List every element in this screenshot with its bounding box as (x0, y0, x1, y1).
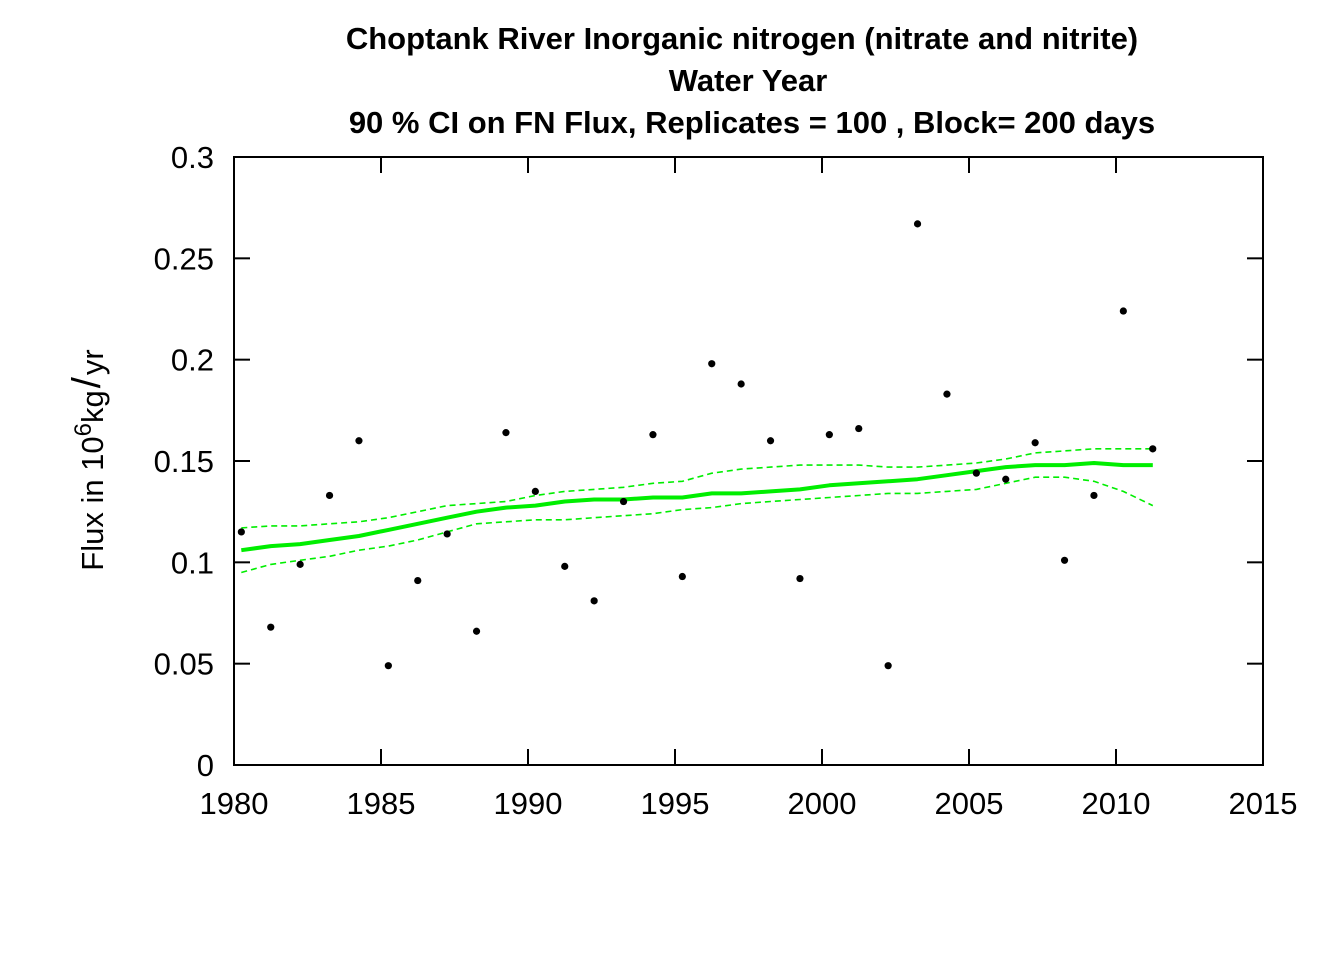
data-point-26 (1002, 475, 1010, 483)
data-point-17 (737, 380, 745, 388)
data-point-28 (1060, 556, 1069, 564)
data-point-24 (943, 390, 951, 398)
data-point-18 (766, 437, 775, 445)
data-point-31 (1149, 445, 1157, 453)
flux-line (241, 461, 1153, 553)
y-tick-label-6: 0.3 (171, 140, 214, 175)
data-point-27 (1031, 439, 1039, 447)
y-tick-label-4: 0.2 (171, 343, 214, 378)
plot-area: 1980 1985 1990 1995 2000 2005 2010 2015 0 0.05 0.1… (154, 140, 1298, 821)
y-tick-label-2: 0.1 (171, 545, 214, 580)
data-point-8 (472, 627, 481, 635)
data-point-0 (237, 528, 245, 536)
data-point-14 (649, 431, 657, 439)
data-point-25 (972, 469, 980, 477)
x-tick-label-3: 1995 (641, 786, 710, 821)
chart-title-line-3: 90 % CI on FN Flux, Replicates = 100 , B… (349, 105, 1155, 140)
data-point-19 (796, 574, 804, 583)
chart-title-line-2: Water Year (669, 63, 828, 98)
y-axis-label-unit: yr (75, 349, 110, 375)
ci-line-1 (241, 447, 1153, 529)
data-point-2 (296, 560, 304, 568)
x-tick-label-2: 1990 (494, 786, 563, 821)
data-point-15 (678, 572, 686, 581)
data-point-1 (267, 623, 275, 631)
data-point-23 (913, 220, 922, 228)
x-tick-label-6: 2010 (1082, 786, 1151, 821)
data-point-13 (619, 497, 628, 506)
data-point-16 (708, 360, 716, 368)
data-point-5 (384, 662, 392, 670)
data-point-22 (884, 662, 892, 670)
y-axis-label-exponent: 6 (70, 423, 97, 436)
x-tick-label-0: 1980 (200, 786, 269, 821)
chart-title-line-1: Choptank River Inorganic nitrogen (nitra… (346, 21, 1138, 56)
y-axis-label-prefix: Flux in 10 (75, 436, 110, 570)
y-tick-label-1: 0.05 (154, 647, 214, 682)
y-axis-label: Flux in 106kg /yr (65, 349, 110, 570)
data-point-29 (1090, 491, 1098, 500)
y-axis-label-mass: kg (75, 390, 110, 423)
data-point-11 (561, 562, 569, 570)
x-tick-label-1: 1985 (347, 786, 416, 821)
data-point-7 (443, 530, 451, 538)
y-axis-label-slash: / (65, 376, 109, 388)
data-point-9 (502, 429, 510, 437)
x-tick-label-7: 2015 (1229, 786, 1298, 821)
data-point-4 (355, 437, 363, 445)
x-tick-label-5: 2005 (935, 786, 1004, 821)
data-point-20 (825, 431, 833, 439)
ci-line-2 (241, 476, 1154, 574)
data-point-10 (531, 487, 539, 495)
data-point-3 (325, 491, 334, 500)
data-point-21 (855, 424, 863, 433)
svg-text:Flux in 106kg/yr: Flux in 106kg /yr (65, 349, 110, 570)
y-tick-label-0: 0 (197, 748, 214, 783)
y-tick-label-5: 0.25 (154, 241, 214, 276)
data-point-30 (1119, 307, 1127, 315)
y-tick-label-3: 0.15 (154, 444, 214, 479)
x-tick-label-4: 2000 (788, 786, 857, 821)
data-point-12 (590, 597, 598, 605)
data-point-6 (414, 576, 422, 585)
